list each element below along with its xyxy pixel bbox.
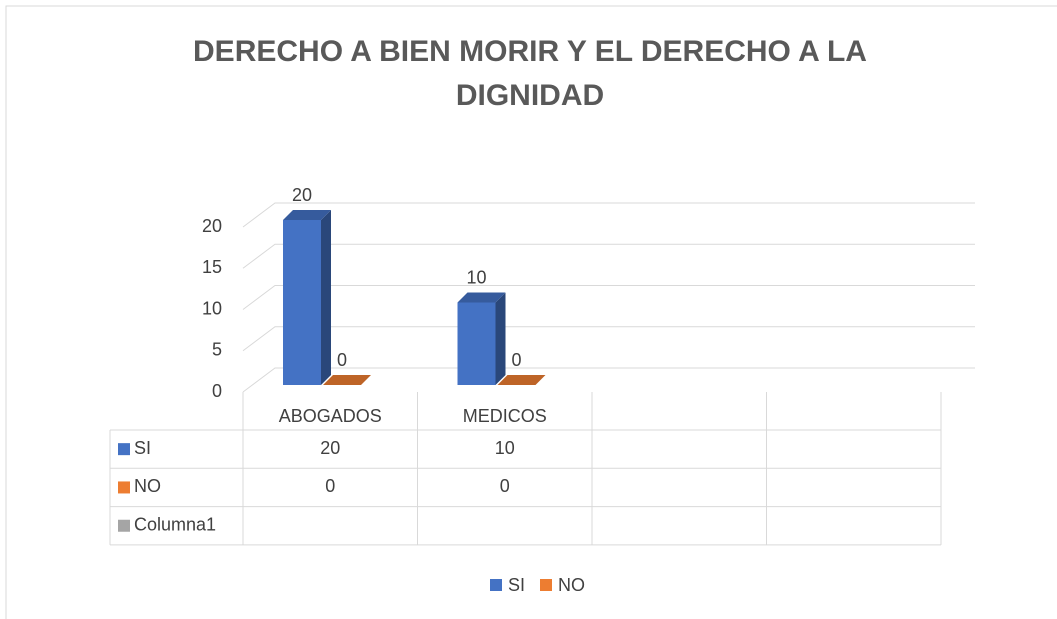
data-label: 0 [337,350,347,370]
grid-line [242,326,975,352]
bar-top [457,292,506,303]
table-series-name: NO [134,476,161,496]
grid-line [242,202,975,228]
bar-side [321,210,331,385]
legend-key [490,579,502,591]
bar-top [497,375,546,385]
y-tick-label: 0 [212,381,222,401]
bar-top [323,375,371,385]
table-cell: 10 [495,438,515,458]
bar [457,302,496,385]
grid-line [242,285,975,310]
x-tick-label: MEDICOS [463,406,547,426]
data-label: 0 [511,350,521,370]
table-legend-key [118,481,130,494]
bar-top [283,210,331,220]
table-legend-key [118,519,130,532]
bar [283,220,321,385]
y-tick-label: 10 [202,298,222,318]
y-tick-label: 5 [212,340,222,360]
chart-title: DERECHO A BIEN MORIR Y EL DERECHO A LA D… [193,35,867,112]
data-label: 20 [292,185,312,205]
grid-line [242,243,975,269]
grid-line [242,367,975,393]
table-cell: 0 [325,476,335,496]
table-cell: 20 [320,438,340,458]
table-series-name: SI [134,438,151,458]
x-tick-label: ABOGADOS [279,406,382,426]
data-label: 10 [466,267,486,287]
chart-border [5,5,1057,619]
y-tick-label: 15 [202,257,222,277]
legend-key [540,579,552,591]
legend-label: NO [558,575,585,595]
table-legend-key [118,443,130,456]
legend-label: SI [508,575,525,595]
bar-side [495,292,506,385]
table-cell: 0 [500,476,510,496]
table-series-name: Columna1 [134,515,216,535]
y-tick-label: 20 [202,216,222,236]
